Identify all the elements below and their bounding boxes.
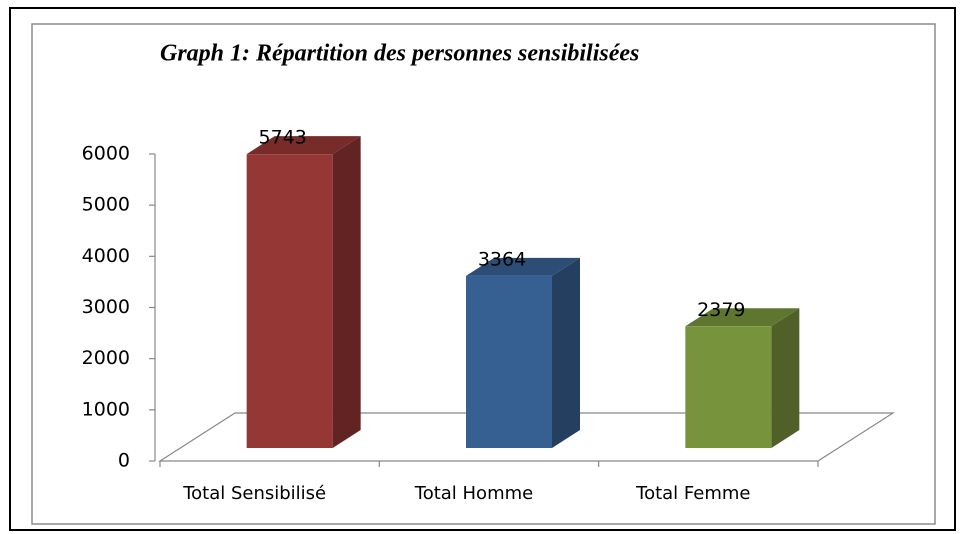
y-tick-label: 5000 bbox=[82, 194, 130, 216]
bar-side bbox=[771, 308, 800, 448]
bar-side bbox=[552, 257, 580, 448]
bar-top bbox=[246, 136, 361, 155]
bar-top bbox=[466, 257, 580, 276]
value-label: 3364 bbox=[478, 248, 526, 270]
y-tick-label: 2000 bbox=[82, 347, 130, 369]
x-tick-label: Total Femme bbox=[635, 483, 750, 504]
y-tick-label: 4000 bbox=[82, 245, 130, 267]
value-label: 5743 bbox=[258, 127, 306, 149]
y-tick-label: 0 bbox=[118, 450, 130, 472]
bar-side bbox=[332, 136, 361, 448]
chart-title: Graph 1: Répartition des personnes sensi… bbox=[160, 41, 639, 67]
bar bbox=[466, 275, 552, 448]
y-tick-label: 1000 bbox=[82, 398, 130, 420]
bar bbox=[685, 326, 772, 448]
x-tick-label: Total Sensibilisé bbox=[182, 483, 326, 504]
x-tick-label: Total Homme bbox=[414, 483, 533, 504]
bar-top bbox=[685, 308, 800, 327]
value-label: 2379 bbox=[697, 299, 745, 321]
bar bbox=[246, 154, 333, 448]
y-tick-label: 3000 bbox=[82, 296, 130, 318]
y-tick-label: 6000 bbox=[82, 143, 130, 165]
